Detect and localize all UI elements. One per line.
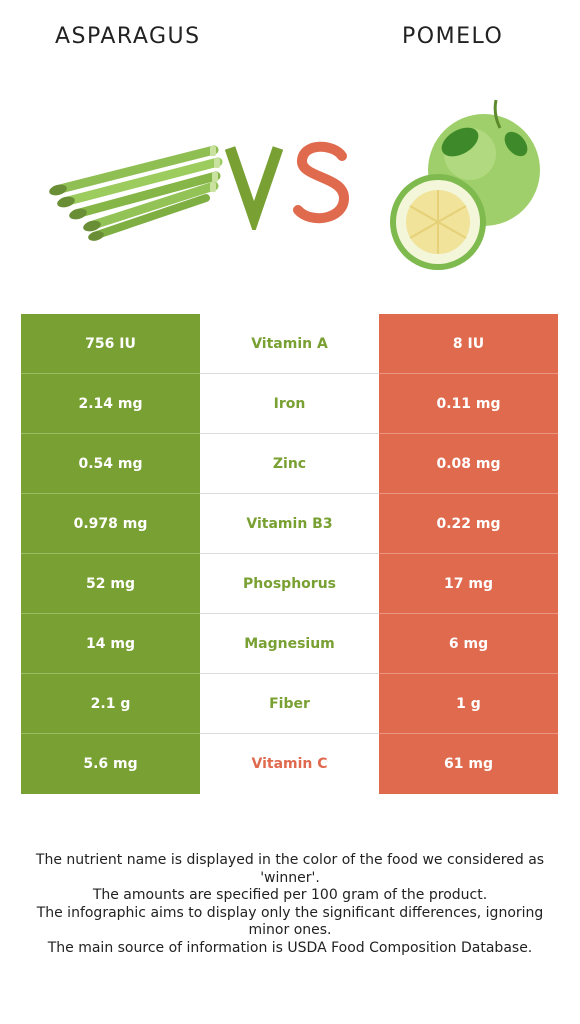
asparagus-value: 14 mg (21, 614, 200, 674)
pomelo-value: 0.08 mg (379, 434, 558, 494)
pomelo-image (390, 99, 540, 270)
asparagus-value: 0.54 mg (21, 434, 200, 494)
pomelo-value: 61 mg (379, 734, 558, 794)
table-row: 0.978 mg Vitamin B3 0.22 mg (21, 494, 558, 554)
footnote: The nutrient name is displayed in the co… (20, 852, 560, 957)
asparagus-image (49, 145, 223, 241)
pomelo-value: 6 mg (379, 614, 558, 674)
footnote-line-4: The main source of information is USDA F… (47, 939, 533, 956)
pomelo-value: 0.22 mg (379, 494, 558, 554)
right-food-title: POMELO (402, 24, 504, 49)
nutrient-name: Vitamin A (200, 314, 379, 374)
nutrient-name: Magnesium (200, 614, 379, 674)
table-row: 0.54 mg Zinc 0.08 mg (21, 434, 558, 494)
left-food-title: ASPARAGUS (55, 24, 201, 49)
pomelo-value: 1 g (379, 674, 558, 734)
nutrient-name: Vitamin B3 (200, 494, 379, 554)
footnote-line-1: The nutrient name is displayed in the co… (35, 852, 545, 886)
pomelo-value: 17 mg (379, 554, 558, 614)
nutrient-name: Vitamin C (200, 734, 379, 794)
table-row: 2.1 g Fiber 1 g (21, 674, 558, 734)
nutrient-name: Phosphorus (200, 554, 379, 614)
pomelo-value: 8 IU (379, 314, 558, 374)
asparagus-value: 52 mg (21, 554, 200, 614)
footnote-line-2: The amounts are specified per 100 gram o… (92, 887, 488, 903)
nutrient-name: Iron (200, 374, 379, 434)
nutrient-name: Fiber (200, 674, 379, 734)
footnote-line-3: The infographic aims to display only the… (36, 904, 544, 939)
pomelo-value: 0.11 mg (379, 374, 558, 434)
asparagus-value: 756 IU (21, 314, 200, 374)
table-row: 5.6 mg Vitamin C 61 mg (21, 734, 558, 794)
asparagus-value: 0.978 mg (21, 494, 200, 554)
table-row: 2.14 mg Iron 0.11 mg (21, 374, 558, 434)
asparagus-value: 2.14 mg (21, 374, 200, 434)
vs-label-icon (224, 141, 350, 230)
table-row: 14 mg Magnesium 6 mg (21, 614, 558, 674)
nutrient-name: Zinc (200, 434, 379, 494)
table-row: 52 mg Phosphorus 17 mg (21, 554, 558, 614)
asparagus-value: 5.6 mg (21, 734, 200, 794)
asparagus-value: 2.1 g (21, 674, 200, 734)
